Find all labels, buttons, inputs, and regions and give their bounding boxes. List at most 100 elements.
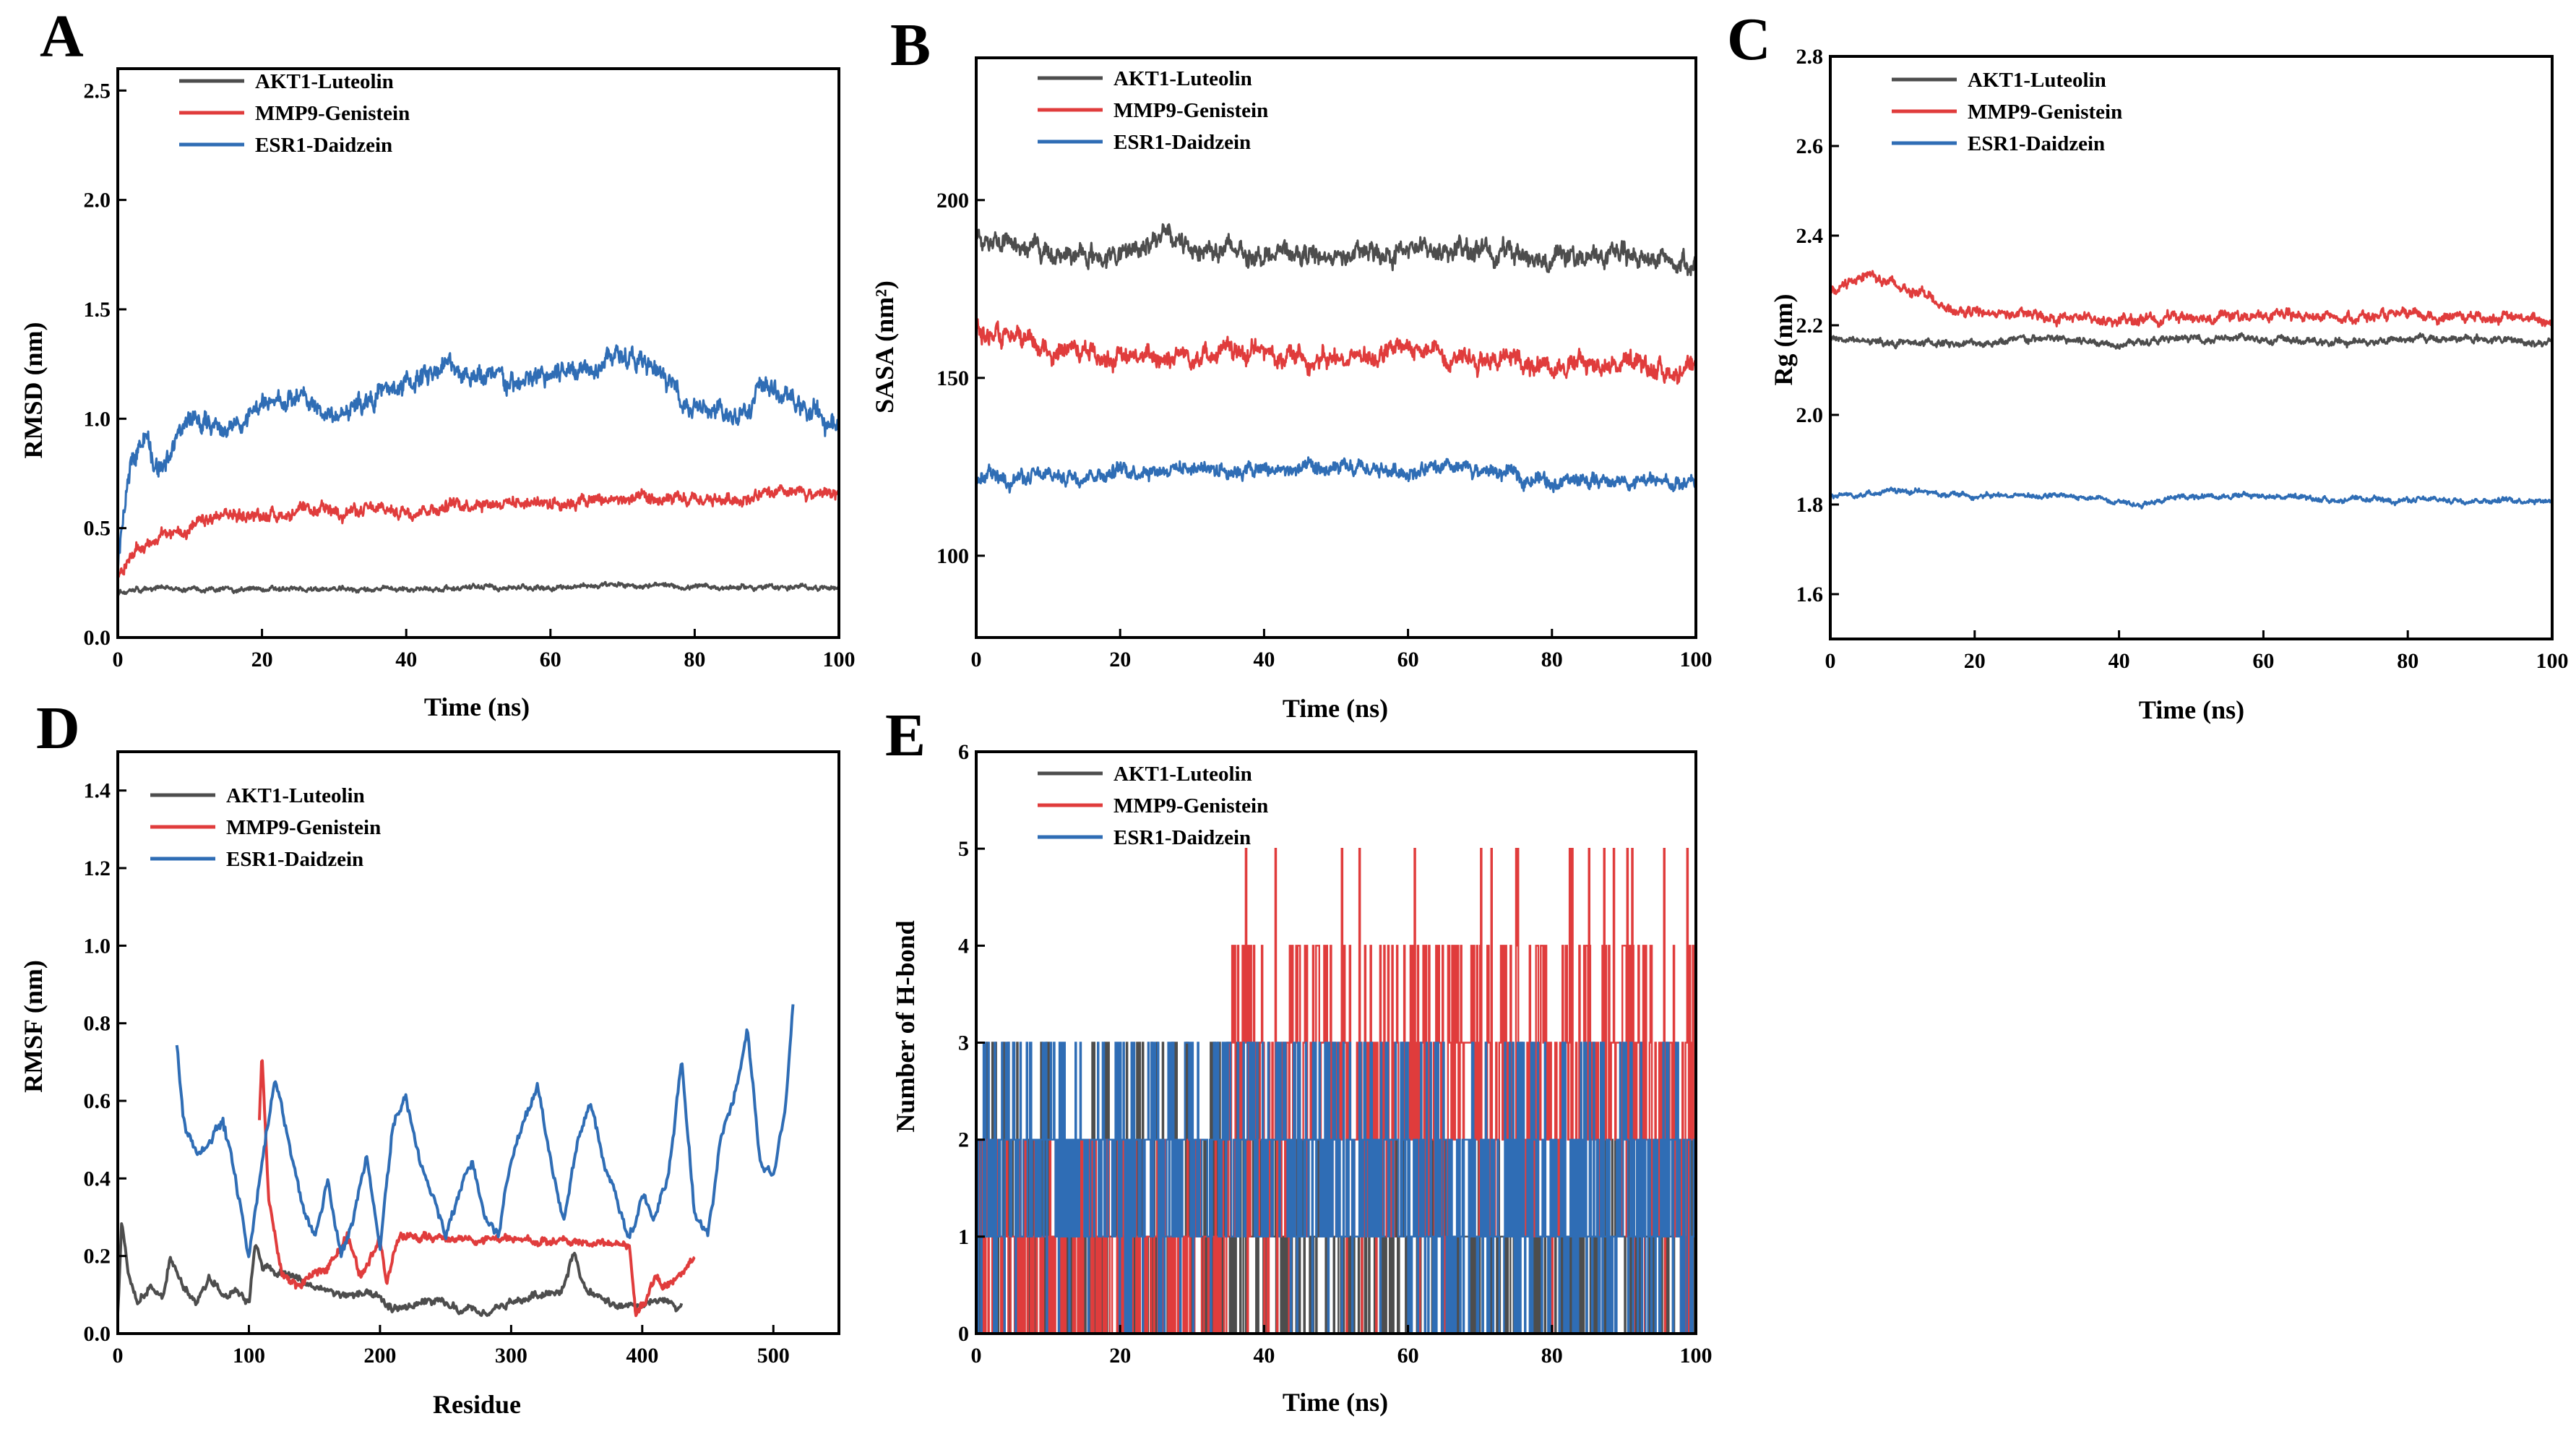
x-tick-label: 40 xyxy=(395,648,417,671)
y-tick-label: 2.0 xyxy=(84,189,111,213)
x-tick-label: 60 xyxy=(540,648,561,671)
series-group xyxy=(118,346,839,596)
y-tick-label: 2.8 xyxy=(1796,45,1824,69)
rmsd-panel: A Time (ns) RMSD (nm) 0 20 40 60 80 100 0.0 0.5… xyxy=(19,3,856,721)
rg-panel: C Time (ns) Rg (nm) 0 20 40 60 80 100 1.6 1.8 2.… xyxy=(1727,6,2569,724)
series-line-mmp9-genistein xyxy=(259,1061,694,1316)
y-tick-label: 0.4 xyxy=(84,1167,111,1190)
series-line-mmp9-genistein xyxy=(1830,271,2552,327)
x-tick-label: 100 xyxy=(2536,649,2569,673)
y-tick-label: 1.8 xyxy=(1796,493,1824,517)
x-tick-label: 100 xyxy=(823,648,856,671)
legend-label: ESR1-Daidzein xyxy=(255,134,392,157)
y-axis-title: Number of H-bond xyxy=(891,920,920,1132)
x-tick-label: 80 xyxy=(1541,648,1563,671)
legend-label: MMP9-Genistein xyxy=(1968,100,2122,124)
x-tick-label: 60 xyxy=(2252,649,2274,673)
legend-label: ESR1-Daidzein xyxy=(1113,826,1251,849)
y-tick-label: 0.0 xyxy=(84,1322,111,1346)
x-axis-title: Time (ns) xyxy=(1283,1388,1388,1417)
hbond-panel: E Time (ns) Number of H-bond 0 20 40 60 80 10… xyxy=(885,702,1713,1417)
panel-letter: C xyxy=(1727,6,1771,73)
y-tick-label: 0.2 xyxy=(84,1245,111,1269)
series-line-esr1-daidzein xyxy=(118,346,839,573)
legend: AKT1-Luteolin MMP9-Genistein ESR1-Daidzein xyxy=(179,70,410,157)
x-tick-label: 80 xyxy=(1541,1344,1563,1368)
y-tick-label: 3 xyxy=(958,1031,969,1055)
x-axis-title: Time (ns) xyxy=(1283,694,1388,723)
legend-label: ESR1-Daidzein xyxy=(1113,131,1251,154)
plot-frame xyxy=(116,67,840,639)
legend: AKT1-Luteolin MMP9-Genistein ESR1-Daidzein xyxy=(1892,69,2122,155)
x-tick-label: 500 xyxy=(757,1344,790,1368)
y-axis-title: RMSD (nm) xyxy=(19,322,48,459)
series-group xyxy=(118,1004,793,1316)
y-tick-label: 2.0 xyxy=(1796,403,1824,427)
y-tick-label: 1.4 xyxy=(84,779,111,803)
series-group xyxy=(976,849,1696,1334)
series-line-akt1-luteolin xyxy=(1830,333,2552,348)
x-tick-label: 300 xyxy=(495,1344,527,1368)
y-tick-label: 0.5 xyxy=(84,517,111,541)
y-tick-label: 0.0 xyxy=(84,626,111,650)
legend-label: ESR1-Daidzein xyxy=(226,848,363,871)
panel-letter: A xyxy=(40,3,84,70)
x-tick-label: 20 xyxy=(1109,648,1131,671)
series-line-mmp9-genistein xyxy=(976,319,1696,384)
y-tick-label: 2.5 xyxy=(84,79,111,103)
x-tick-label: 400 xyxy=(626,1344,658,1368)
rmsf-panel: D Residue RMSF (nm) 0 100 200 300 400 500 0.0 0… xyxy=(19,695,840,1419)
series-line-mmp9-genistein xyxy=(118,486,839,579)
legend-label: MMP9-Genistein xyxy=(255,102,410,125)
y-tick-label: 1.0 xyxy=(84,934,111,958)
y-tick-label: 6 xyxy=(958,740,969,764)
y-tick-label: 2.4 xyxy=(1796,224,1824,248)
y-tick-label: 0.6 xyxy=(84,1089,111,1113)
series-line-esr1-daidzein xyxy=(177,1004,793,1256)
legend: AKT1-Luteolin MMP9-Genistein ESR1-Daidzein xyxy=(1038,763,1268,849)
x-axis-title: Time (ns) xyxy=(2139,695,2244,724)
legend-label: AKT1-Luteolin xyxy=(255,70,394,93)
x-tick-label: 20 xyxy=(1964,649,1986,673)
x-tick-label: 40 xyxy=(1253,1344,1275,1368)
sasa-panel: B Time (ns) SASA (nm²) 0 20 40 60 80 100 100 15… xyxy=(870,12,1713,723)
x-tick-label: 0 xyxy=(1825,649,1836,673)
legend-label: MMP9-Genistein xyxy=(1113,794,1268,818)
series-line-esr1-daidzein xyxy=(1830,488,2552,509)
y-tick-label: 2.6 xyxy=(1796,134,1824,158)
y-tick-label: 100 xyxy=(936,544,969,568)
series-line-akt1-luteolin xyxy=(118,582,839,596)
y-tick-label: 150 xyxy=(936,366,969,390)
y-tick-label: 0 xyxy=(958,1322,969,1346)
y-axis-title: Rg (nm) xyxy=(1769,294,1798,386)
panel-letter: B xyxy=(890,12,931,79)
series-line-akt1-luteolin xyxy=(118,1224,681,1316)
x-axis-title: Residue xyxy=(433,1390,521,1419)
x-tick-label: 80 xyxy=(2397,649,2418,673)
legend: AKT1-Luteolin MMP9-Genistein ESR1-Daidzein xyxy=(1038,67,1268,154)
x-tick-label: 40 xyxy=(2108,649,2130,673)
series-group xyxy=(976,224,1696,492)
plot-frame xyxy=(116,750,840,1335)
y-tick-label: 4 xyxy=(958,934,969,958)
y-axis-title: RMSF (nm) xyxy=(19,960,48,1093)
y-axis-title: SASA (nm²) xyxy=(870,280,899,413)
x-tick-label: 200 xyxy=(363,1344,396,1368)
legend-label: AKT1-Luteolin xyxy=(1968,69,2106,92)
x-tick-label: 0 xyxy=(113,1344,124,1368)
x-tick-label: 20 xyxy=(1109,1344,1131,1368)
panel-letter: D xyxy=(36,695,80,762)
x-tick-label: 100 xyxy=(1680,1344,1713,1368)
x-tick-label: 80 xyxy=(684,648,705,671)
legend: AKT1-Luteolin MMP9-Genistein ESR1-Daidzein xyxy=(150,784,381,871)
panel-letter: E xyxy=(885,702,926,769)
series-group xyxy=(1830,271,2552,508)
y-tick-label: 2.2 xyxy=(1796,314,1824,338)
x-tick-label: 0 xyxy=(113,648,124,671)
y-tick-label: 1.0 xyxy=(84,407,111,431)
legend-label: ESR1-Daidzein xyxy=(1968,132,2105,155)
x-tick-label: 60 xyxy=(1397,648,1419,671)
y-tick-label: 2 xyxy=(958,1128,969,1152)
x-tick-label: 100 xyxy=(1680,648,1713,671)
